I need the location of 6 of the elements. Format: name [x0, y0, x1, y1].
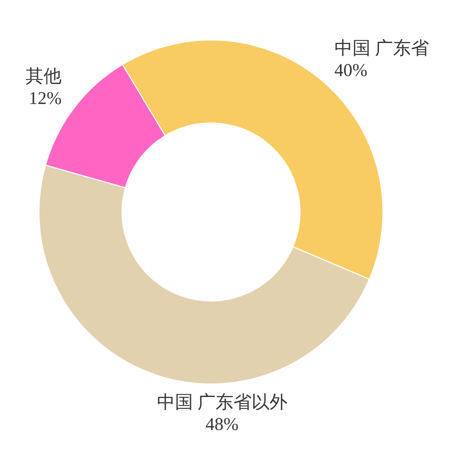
slice-label: 中国 广东省	[334, 38, 429, 58]
data-label: 40%	[334, 60, 368, 80]
data-label: 12%	[28, 88, 62, 108]
data-label: 48%	[206, 414, 238, 434]
slice-label: 其他	[26, 66, 62, 86]
slice-label: 中国 广东省以外	[156, 392, 288, 412]
